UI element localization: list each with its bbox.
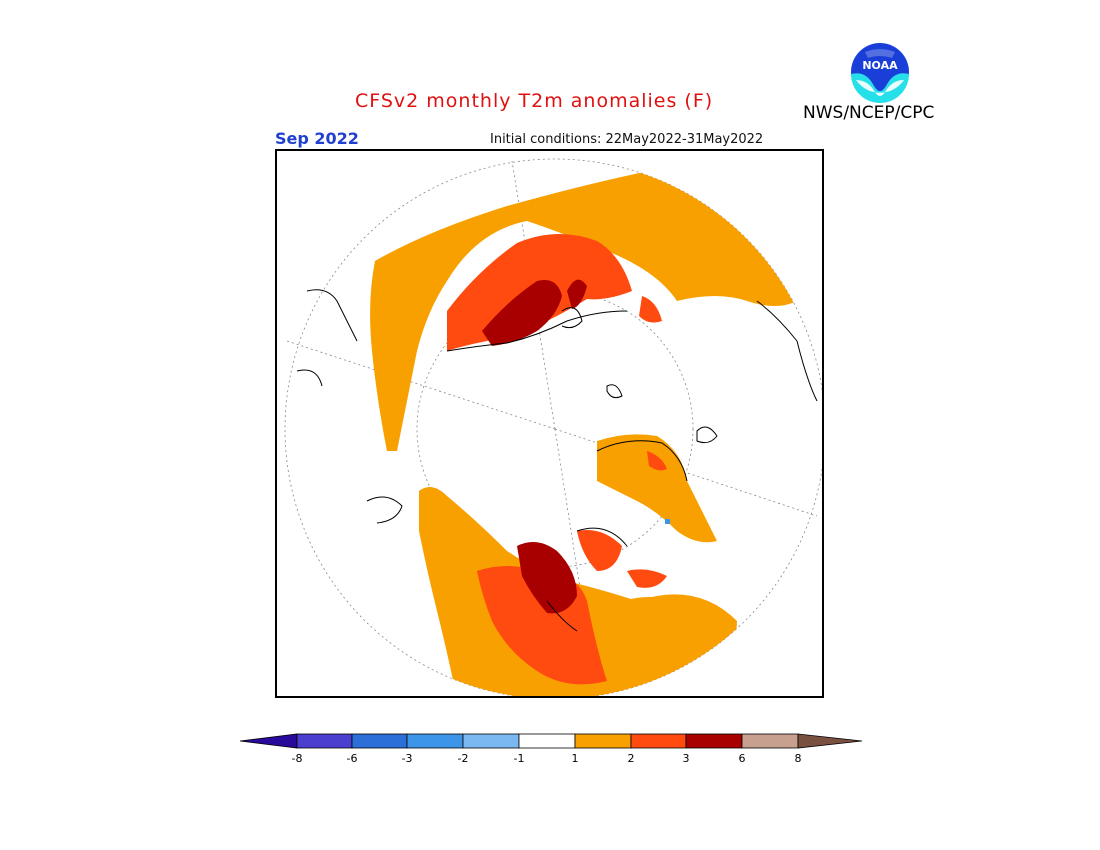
logo-text: NOAA [862,59,898,72]
colorbar-bin [296,733,353,749]
labrador-anomaly-orange [622,597,737,654]
colorbar-bin [518,733,576,749]
colorbar-bin [741,733,799,749]
eurasia-anomaly-darkred [567,279,587,309]
colorbar-high-arrow [797,733,862,749]
colorbar-bin [574,733,632,749]
scandinavia-anomaly [639,296,662,323]
polar-map [275,149,824,698]
colorbar-tick: 2 [627,752,635,765]
meridian [286,340,556,430]
colorbar-tick: -3 [401,752,413,765]
outer-latitude-circle [284,158,822,696]
colorbar-bin [351,733,408,749]
colorbar-tick: -2 [457,752,469,765]
eurasia-anomaly-darkred [482,280,562,346]
map-title: CFSv2 monthly T2m anomalies (F) [355,90,714,112]
colorbar-tick: -6 [346,752,358,765]
colorbar-tick: -1 [513,752,525,765]
colorbar-tick: -8 [291,752,303,765]
greenland-anomaly-orange [597,434,717,543]
agency-label: NWS/NCEP/CPC [803,103,935,123]
arctic-islands-anomaly [627,569,667,588]
colorbar-bin [630,733,687,749]
initial-conditions: Initial conditions: 22May2022-31May2022 [490,132,764,147]
color-bar [240,733,862,749]
colorbar-tick: 6 [738,752,746,765]
colorbar-bin [685,733,743,749]
cold-anomaly-spot [665,519,670,524]
greenland-anomaly-red [647,451,667,471]
colorbar-tick: 3 [682,752,690,765]
forecast-period: Sep 2022 [275,129,359,148]
noaa-logo-graphic: NOAA [849,41,911,103]
colorbar-bin [462,733,520,749]
north-america-anomaly-darkred [517,542,577,614]
colorbar-tick: 1 [571,752,579,765]
colorbar-bin [406,733,464,749]
colorbar-low-arrow [240,733,298,749]
map-canvas [284,158,822,696]
arctic-islands-anomaly [577,530,622,571]
colorbar-tick: 8 [794,752,802,765]
eurasia-anomaly-orange [370,169,797,451]
noaa-logo: NOAA [848,40,912,104]
coastlines [296,289,818,632]
